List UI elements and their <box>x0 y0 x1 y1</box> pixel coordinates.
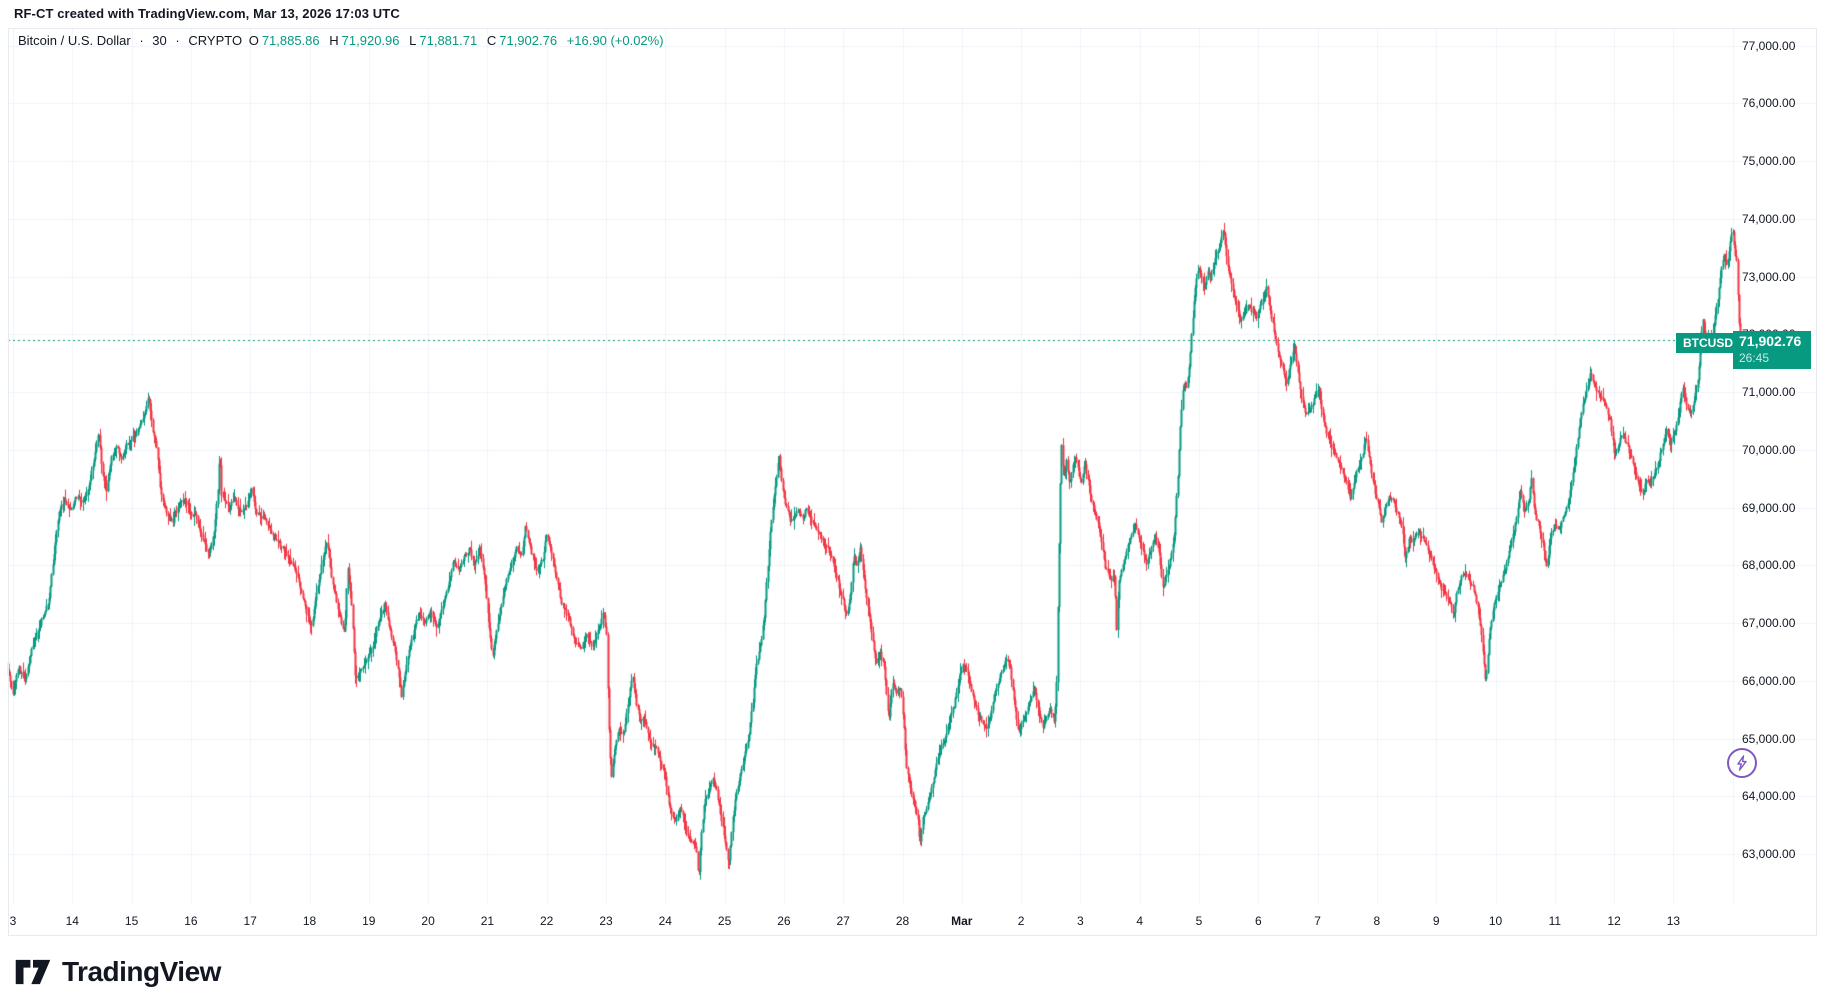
time-axis-label: Mar <box>951 914 973 928</box>
bar-countdown: 26:45 <box>1739 350 1770 365</box>
attribution-text: RF-CT created with TradingView.com, Mar … <box>14 6 400 21</box>
legend-separator: · <box>139 33 144 48</box>
price-axis-label: 71,000.00 <box>1742 385 1796 400</box>
time-axis-label: 14 <box>65 914 79 928</box>
time-axis-label: 26 <box>777 914 791 928</box>
symbol-title[interactable]: Bitcoin / U.S. Dollar <box>18 33 131 48</box>
ohlc-high: H 71,920.96 <box>329 33 400 48</box>
time-axis-label: 13 <box>1666 914 1681 928</box>
price-axis-label: 68,000.00 <box>1742 558 1796 573</box>
time-axis-label: 2 <box>1017 914 1025 928</box>
time-axis-label: 6 <box>1254 914 1262 928</box>
price-axis-label: 65,000.00 <box>1742 731 1796 746</box>
symbol-price-tag-label: BTCUSD <box>1683 336 1733 350</box>
time-axis-label: 8 <box>1373 914 1381 928</box>
ohlc-open: O 71,885.86 <box>248 33 320 48</box>
lightning-icon[interactable] <box>1727 748 1757 778</box>
price-axis-label: 74,000.00 <box>1742 211 1796 226</box>
tradingview-mark-icon <box>15 959 51 985</box>
time-axis-label: 20 <box>421 914 435 928</box>
time-axis-label: 7 <box>1314 914 1321 928</box>
time-axis-label: 16 <box>184 914 198 928</box>
ohlc-low: L 71,881.71 <box>409 33 478 48</box>
time-axis-label: 3 <box>9 914 17 928</box>
last-price-label[interactable]: 71,902.76 26:45 <box>1733 331 1811 369</box>
time-axis-label: 5 <box>1195 914 1203 928</box>
ohlc-close: C 71,902.76 <box>486 33 558 48</box>
price-axis-label: 67,000.00 <box>1742 616 1796 631</box>
price-axis-label: 66,000.00 <box>1742 673 1796 688</box>
change-value: +16.90 (+0.02%) <box>566 33 664 48</box>
time-axis-label: 25 <box>717 914 732 928</box>
time-axis-label: 23 <box>599 914 613 928</box>
time-axis-label: 28 <box>895 914 910 928</box>
tradingview-logo[interactable]: TradingView <box>14 953 221 991</box>
time-axis-label: 10 <box>1488 914 1503 928</box>
price-axis-label: 64,000.00 <box>1742 789 1796 804</box>
symbol-legend[interactable]: Bitcoin / U.S. Dollar · 30 · CRYPTO O 71,… <box>18 33 667 48</box>
time-axis-label: 22 <box>540 914 554 928</box>
time-axis-label: 21 <box>480 914 495 928</box>
time-axis-label: 3 <box>1077 914 1084 928</box>
price-axis-label: 77,000.00 <box>1742 38 1796 53</box>
time-axis-label: 4 <box>1136 914 1144 928</box>
interval-value[interactable]: 30 <box>152 33 167 48</box>
time-axis-label: 19 <box>362 914 376 928</box>
tradingview-wordmark: TradingView <box>62 956 221 987</box>
last-price-value: 71,902.76 <box>1739 333 1802 349</box>
legend-separator: · <box>175 33 180 48</box>
time-axis-label: 24 <box>658 914 672 928</box>
price-axis-label: 63,000.00 <box>1742 847 1796 862</box>
time-axis-label: 11 <box>1548 914 1562 928</box>
price-axis-label: 76,000.00 <box>1742 96 1796 111</box>
price-axis-label: 73,000.00 <box>1742 269 1796 284</box>
time-axis-label: 9 <box>1432 914 1440 928</box>
time-axis-label: 18 <box>302 914 317 928</box>
exchange-name: CRYPTO <box>188 33 243 48</box>
price-axis-label: 75,000.00 <box>1742 154 1796 169</box>
time-axis-label: 12 <box>1607 914 1621 928</box>
lightning-glyph <box>1737 755 1747 771</box>
price-axis-label: 69,000.00 <box>1742 500 1796 515</box>
symbol-price-tag[interactable]: BTCUSD <box>1676 333 1740 353</box>
time-axis-label: 15 <box>124 914 139 928</box>
time-axis-label: 17 <box>243 914 257 928</box>
time-axis-label: 27 <box>836 914 850 928</box>
price-axis-label: 70,000.00 <box>1742 442 1796 457</box>
